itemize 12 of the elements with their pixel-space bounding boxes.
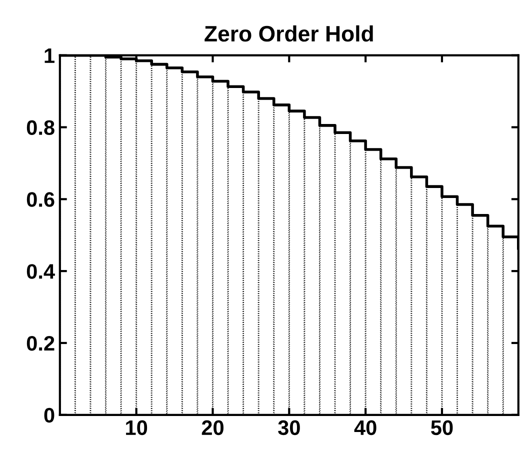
chart-title: Zero Order Hold — [204, 25, 373, 42]
y-tick-label: 0 — [44, 408, 54, 423]
x-tick-label: 20 — [202, 420, 224, 436]
y-tick-label: 0.4 — [26, 264, 55, 279]
y-tick-label: 0.2 — [26, 336, 54, 351]
x-tick-label: 40 — [354, 420, 376, 436]
y-tick-label: 0.6 — [26, 192, 54, 207]
x-tick-label: 10 — [126, 420, 148, 436]
x-tick-label: 50 — [431, 420, 453, 436]
y-tick-label: 0.8 — [26, 120, 54, 135]
x-tick-label: 30 — [278, 420, 300, 436]
y-tick-label: 1 — [44, 48, 54, 63]
